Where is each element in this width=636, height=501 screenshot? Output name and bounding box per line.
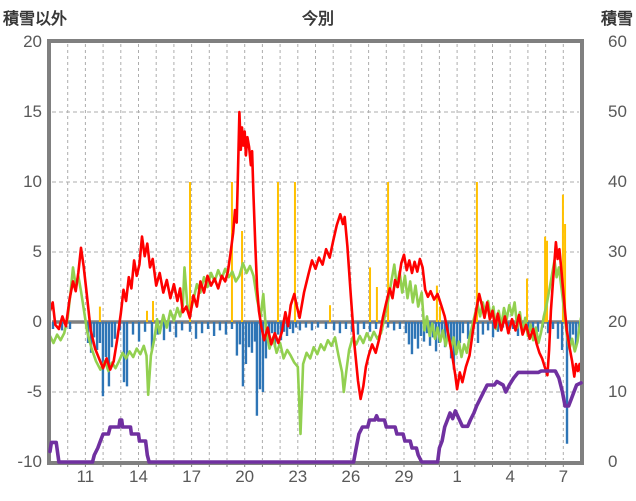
left-axis-tick-label: -5: [26, 382, 42, 401]
x-axis-tick-label: 1: [452, 467, 462, 486]
right-axis-tick-label: 10: [608, 382, 627, 401]
left-axis-tick-label: -10: [17, 452, 42, 471]
right-axis-tick-label: 40: [608, 172, 627, 191]
red-line: [48, 110, 583, 401]
chart-title: 今別: [301, 11, 334, 28]
right-axis-tick-label: 30: [608, 242, 627, 261]
x-axis-tick-label: 4: [505, 467, 515, 486]
x-axis-tick-label: 11: [76, 467, 95, 486]
x-axis-tick-label: 14: [129, 467, 148, 486]
right-axis-tick-label: 0: [608, 452, 618, 471]
x-axis-tick-label: 29: [394, 467, 414, 486]
x-axis-tick-label: 26: [341, 467, 361, 486]
left-axis-tick-label: 20: [23, 32, 42, 51]
x-axis-tick-label: 7: [558, 467, 569, 486]
right-axis-tick-label: 20: [608, 312, 627, 331]
right-axis-tick-label: 50: [608, 102, 627, 121]
x-axis-tick-label: 20: [235, 467, 255, 486]
left-axis-tick-label: 15: [23, 102, 42, 121]
purple-line: [48, 369, 583, 464]
right-axis-tick-label: 60: [608, 32, 627, 51]
left-axis-title: 積雪以外: [3, 11, 68, 28]
left-axis-tick-label: 5: [32, 242, 42, 261]
left-axis-tick-label: 10: [23, 172, 42, 191]
right-axis-title: 積雪: [600, 11, 633, 28]
left-axis-tick-label: 0: [32, 312, 42, 331]
x-axis-tick-label: 23: [288, 467, 308, 486]
x-axis-tick-label: 17: [182, 467, 202, 486]
